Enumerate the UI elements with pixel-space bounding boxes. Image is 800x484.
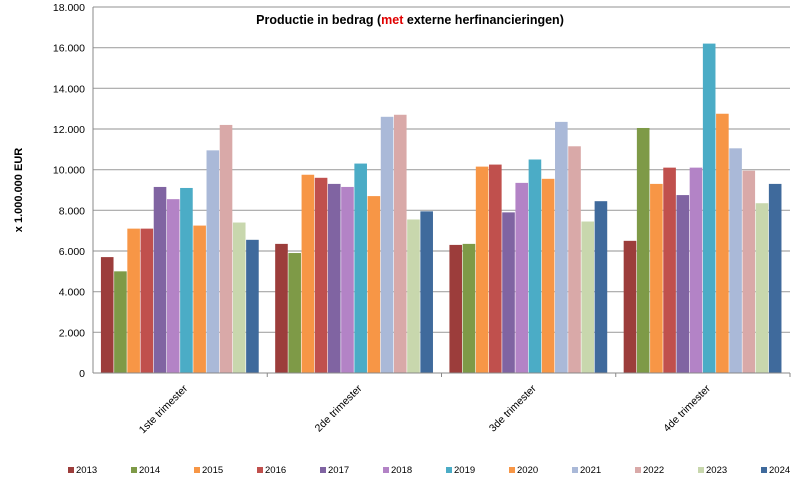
legend: 2013 2014 2015 2016 2017 2018 2019 2020 2021 2022…: [68, 465, 790, 476]
y-tick-label: 2.000: [59, 327, 85, 339]
chart-title: Productie in bedrag (met externe herfina…: [256, 13, 564, 27]
bar-2015-1: [127, 228, 140, 373]
bar-2020-1: [193, 225, 206, 373]
legend-swatch: [446, 467, 452, 473]
bar-2022-3: [568, 146, 581, 373]
legend-swatch: [761, 467, 767, 473]
bar-2018-3: [515, 182, 529, 373]
y-tick-label: 0: [79, 368, 85, 380]
legend-swatch: [509, 467, 515, 473]
bar-2017-2: [327, 183, 341, 373]
y-tick-label: 10.000: [53, 165, 85, 177]
bar-2020-3: [541, 178, 555, 373]
legend-label: 2014: [139, 465, 160, 476]
bar-2021-4: [729, 148, 742, 373]
legend-label: 2020: [517, 465, 538, 476]
bar-2020-4: [716, 113, 729, 373]
bar-2014-2: [288, 253, 301, 373]
title-part: externe herfinancieringen): [403, 13, 563, 27]
legend-swatch: [635, 467, 641, 473]
y-tick-label: 16.000: [53, 43, 85, 55]
bar-2023-4: [755, 203, 769, 373]
title-highlight: met: [381, 13, 404, 27]
legend-swatch: [68, 467, 74, 473]
bar-2019-1: [180, 187, 193, 373]
bar-2019-2: [354, 163, 367, 373]
bar-2022-4: [742, 170, 756, 373]
bar-2014-3: [462, 243, 476, 373]
bar-2015-4: [650, 183, 663, 373]
x-tick-label: 1ste trimester: [137, 382, 191, 436]
bar-2018-4: [689, 167, 703, 373]
legend-swatch: [131, 467, 137, 473]
bar-2015-2: [301, 174, 315, 373]
legend-swatch: [320, 467, 326, 473]
legend-label: 2022: [643, 465, 664, 476]
bar-2024-2: [420, 211, 433, 373]
y-tick-label: 12.000: [53, 124, 85, 136]
bar-2024-3: [594, 201, 608, 373]
legend-swatch: [572, 467, 578, 473]
bar-2013-4: [623, 240, 637, 373]
bar-2016-2: [314, 177, 328, 373]
legend-swatch: [194, 467, 200, 473]
bar-2014-4: [636, 127, 650, 373]
y-axis-label: x 1.000.000 EUR: [13, 148, 25, 232]
legend-label: 2018: [391, 465, 412, 476]
bar-2019-4: [702, 43, 716, 373]
bar-2018-2: [341, 186, 354, 373]
bar-2014-1: [114, 271, 127, 373]
bar-2024-4: [768, 183, 782, 373]
legend-label: 2019: [454, 465, 475, 476]
legend-label: 2024: [769, 465, 790, 476]
y-tick-label: 6.000: [59, 246, 85, 258]
y-tick-label: 18.000: [53, 2, 85, 14]
legend-swatch: [698, 467, 704, 473]
bar-2021-1: [206, 150, 220, 373]
bar-2013-3: [449, 244, 463, 373]
bar-2017-3: [502, 212, 515, 373]
bar-2024-1: [246, 239, 259, 373]
bar-2023-3: [581, 221, 595, 373]
y-tick-label: 4.000: [59, 287, 85, 299]
legend-label: 2017: [328, 465, 349, 476]
bar-2020-2: [367, 196, 381, 373]
x-tick-label: 2de trimester: [313, 382, 365, 434]
legend-label: 2013: [76, 465, 97, 476]
bar-2021-2: [380, 116, 394, 374]
bar-2016-4: [663, 167, 676, 373]
bar-2019-3: [528, 159, 542, 373]
bar-2016-3: [489, 164, 502, 373]
x-tick-label: 3de trimester: [487, 382, 539, 434]
legend-label: 2021: [580, 465, 601, 476]
bar-2013-1: [100, 257, 114, 373]
x-tick-label: 4de trimester: [661, 382, 713, 434]
bar-2021-3: [555, 121, 568, 373]
bar-2023-2: [407, 219, 420, 373]
legend-swatch: [383, 467, 389, 473]
title-part: Productie in bedrag (: [256, 13, 382, 27]
y-tick-label: 14.000: [53, 83, 85, 95]
bar-2018-1: [166, 199, 180, 373]
legend-label: 2016: [265, 465, 286, 476]
bar-2013-2: [275, 243, 288, 373]
bar-2022-1: [219, 124, 233, 373]
bar-2017-4: [676, 195, 690, 373]
bar-2017-1: [153, 186, 167, 373]
legend-swatch: [257, 467, 263, 473]
y-tick-label: 8.000: [59, 205, 85, 217]
bars: [100, 43, 782, 374]
legend-label: 2015: [202, 465, 223, 476]
legend-label: 2023: [706, 465, 727, 476]
bar-2022-2: [393, 114, 407, 374]
bar-2023-1: [232, 222, 246, 373]
bar-2016-1: [140, 228, 154, 373]
bar-2015-3: [475, 166, 489, 373]
